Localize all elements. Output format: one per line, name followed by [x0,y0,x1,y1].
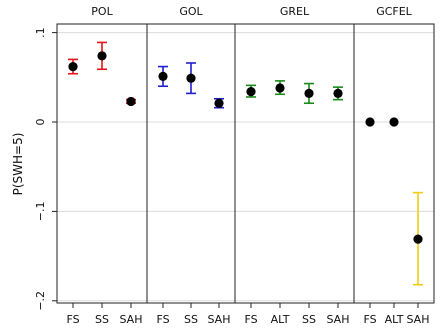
y-tick-label-0: .1 [34,27,47,38]
plot-frame [56,23,435,304]
point-pol-ss [97,51,107,61]
x-tick-label-grel-sah: SAH [327,313,350,326]
x-tick-label-gol-fs: FS [156,313,169,326]
y-axis-title: P(SWH=5) [11,133,25,196]
point-grel-ss [304,88,314,98]
point-pol-sah [126,96,136,107]
point-gol-ss [186,73,196,83]
x-tick-label-grel-ss: SS [302,313,316,326]
x-tick-label-grel-fs: FS [244,313,257,326]
x-tick-label-pol-sah: SAH [120,313,143,326]
point-gol-fs [158,71,168,82]
point-gcfel-sah [413,234,423,244]
panel-title-pol: POL [91,5,113,18]
y-tick-label-1: 0 [34,119,47,126]
y-tick-label-2: −.1 [34,202,47,222]
x-tick-label-grel-alt: ALT [271,313,290,326]
panel-title-gcfel: GCFEL [376,5,412,18]
x-tick-label-gcfel-alt: ALT [385,313,404,326]
point-grel-fs [246,87,256,97]
point-pol-fs [68,61,78,72]
point-grel-sah [333,88,343,98]
x-tick-label-pol-fs: FS [66,313,79,326]
x-tick-label-gcfel-fs: FS [363,313,376,326]
point-gcfel-alt [389,117,399,127]
point-gcfel-fs [365,117,375,127]
x-tick-label-gcfel-sah: SAH [407,313,430,326]
panel-title-gol: GOL [179,5,203,18]
point-gol-sah [214,98,224,108]
y-tick-label-3: −.2 [34,291,47,311]
x-tick-label-pol-ss: SS [95,313,109,326]
x-tick-label-gol-ss: SS [184,313,198,326]
point-grel-alt [275,83,285,93]
x-tick-label-gol-sah: SAH [208,313,231,326]
panel-title-grel: GREL [280,5,310,18]
